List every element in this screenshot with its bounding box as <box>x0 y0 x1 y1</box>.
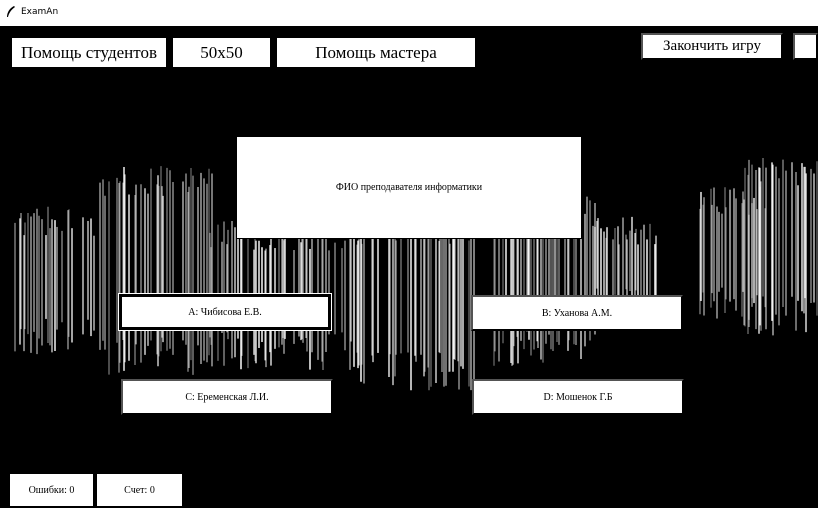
answer-d-button[interactable]: D: Мошенок Г.Б <box>472 379 684 415</box>
window-title: ExamAn <box>21 7 59 17</box>
answer-c-button[interactable]: C: Еременская Л.И. <box>121 379 333 415</box>
title-bar: ExamAn <box>0 0 818 26</box>
fifty-fifty-button[interactable]: 50x50 <box>171 36 272 69</box>
student-help-button[interactable]: Помощь студентов <box>10 36 168 69</box>
errors-counter: Ошибки: 0 <box>10 474 93 506</box>
master-help-button[interactable]: Помощь мастера <box>275 36 477 69</box>
question-text: ФИО преподавателя информатики <box>236 136 582 239</box>
score-counter: Счет: 0 <box>97 474 182 506</box>
end-game-button[interactable]: Закончить игру <box>641 33 783 60</box>
answer-a-button[interactable]: A: Чибисова Е.В. <box>118 293 332 331</box>
answer-b-button[interactable]: B: Уханова А.М. <box>471 295 683 331</box>
extra-button[interactable] <box>793 33 818 60</box>
game-stage: Помощь студентов 50x50 Помощь мастера За… <box>0 26 818 508</box>
background-art <box>14 157 818 391</box>
feather-icon <box>7 6 15 17</box>
